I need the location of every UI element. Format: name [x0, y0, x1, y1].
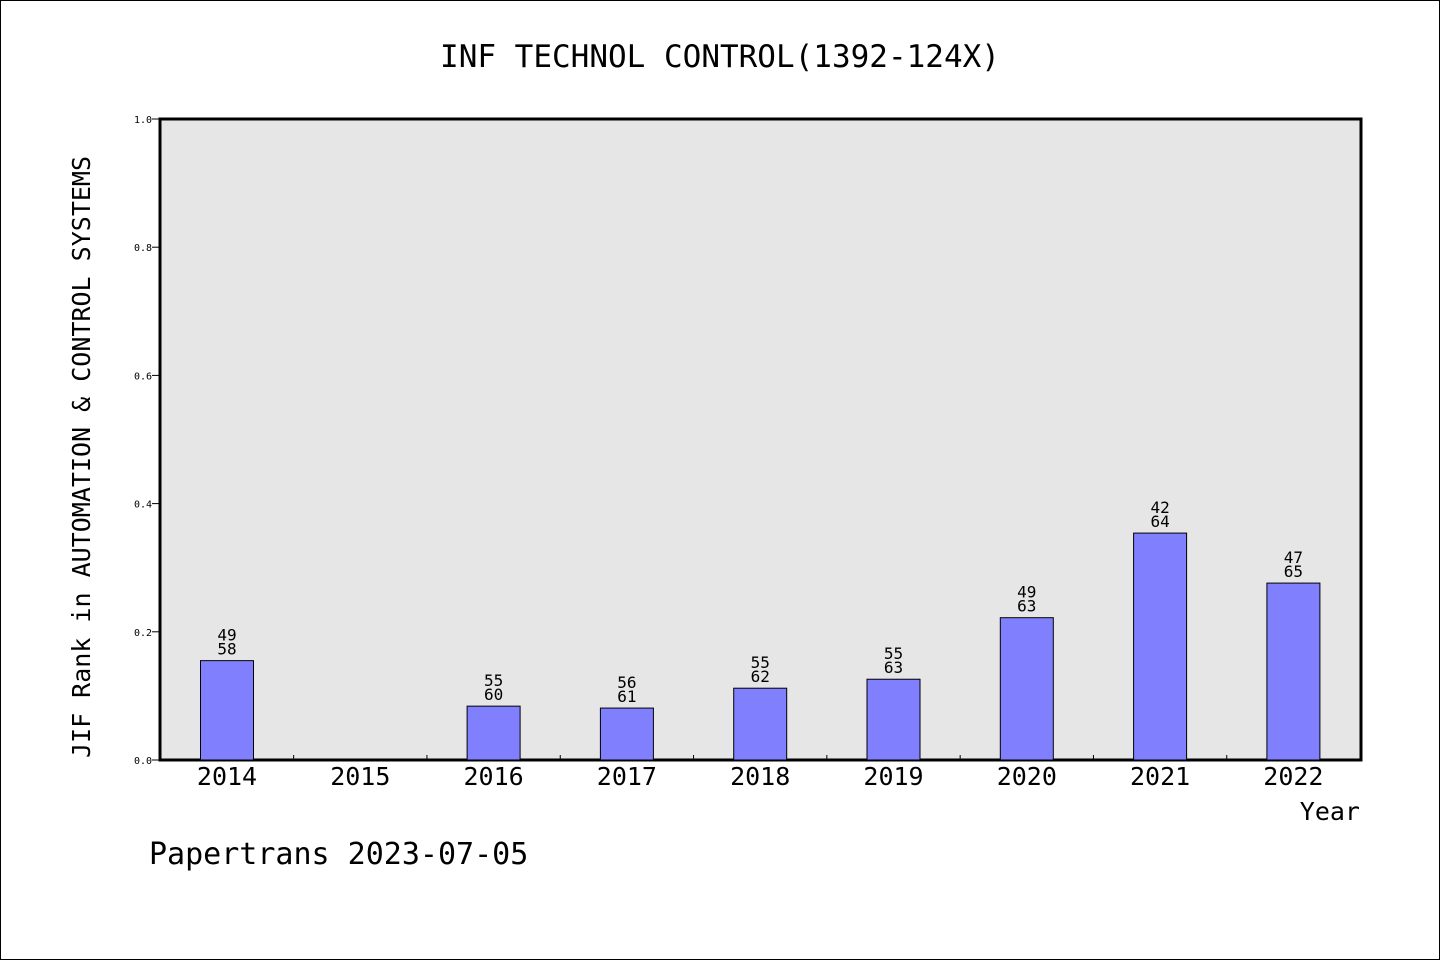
x-tick-label: 2016	[463, 762, 523, 791]
x-tick-label: 2020	[997, 762, 1057, 791]
y-tick-label: 1.0	[134, 115, 152, 126]
bar-2014	[200, 660, 254, 761]
y-tick-label: 0.6	[134, 371, 152, 382]
y-tick-label: 0.2	[134, 628, 152, 639]
x-tick-label: 2019	[863, 762, 923, 791]
bar-label-total: 64	[1150, 512, 1169, 531]
x-tick-label: 2021	[1130, 762, 1190, 791]
bar-label-total: 61	[617, 687, 636, 706]
footer-source-date: Papertrans 2023-07-05	[149, 837, 528, 872]
x-tick-label: 2022	[1263, 762, 1323, 791]
bar-2019	[866, 678, 921, 761]
bar-label-rank: 55	[484, 671, 503, 690]
chart-title: INF TECHNOL CONTROL(1392-124X)	[440, 39, 1000, 75]
x-tick-label: 2017	[597, 762, 657, 791]
x-axis-label: Year	[1300, 797, 1360, 826]
bar-2020	[999, 617, 1054, 761]
bar-label-rank: 49	[217, 626, 236, 645]
x-tick-label: 2014	[197, 762, 257, 791]
bar-label-rank: 42	[1150, 498, 1169, 517]
bar-label-rank: 56	[617, 673, 636, 692]
bar-label-total: 62	[751, 667, 770, 686]
y-tick-label: 0.8	[134, 243, 152, 254]
bar-label-total: 60	[484, 685, 503, 704]
bar-label-rank: 55	[884, 644, 903, 663]
y-tick-label: 0.4	[134, 500, 152, 511]
bar-label-total: 63	[884, 658, 903, 677]
bar-label-total: 58	[217, 640, 236, 659]
bar-label-rank: 47	[1284, 548, 1303, 567]
bar-label-rank: 55	[751, 653, 770, 672]
bar-2018	[733, 687, 788, 761]
bar-label-total: 65	[1284, 562, 1303, 581]
x-tick-label: 2015	[330, 762, 390, 791]
y-axis-label: JIF Rank in AUTOMATION & CONTROL SYSTEMS	[67, 156, 96, 758]
bar-label-rank: 49	[1017, 583, 1036, 602]
y-tick-label: 0.0	[134, 756, 152, 767]
bar-label-total: 63	[1017, 597, 1036, 616]
bar-2017	[599, 707, 654, 761]
bar-2021	[1133, 532, 1188, 761]
bar-2022	[1266, 582, 1321, 761]
bar-2016	[466, 705, 521, 761]
x-tick-label: 2018	[730, 762, 790, 791]
